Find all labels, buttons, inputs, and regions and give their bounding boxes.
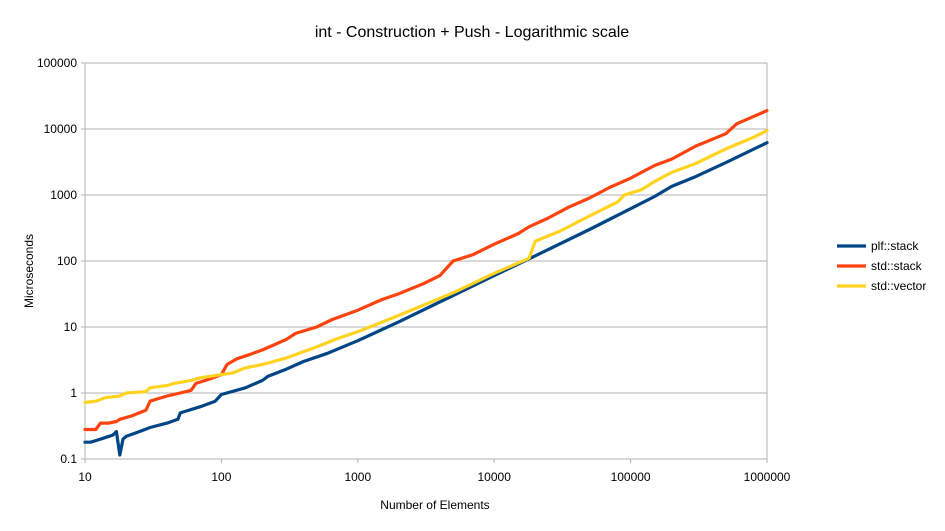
legend-label: plf::stack [871, 239, 919, 253]
y-tick-label: 10000 [44, 122, 78, 136]
x-tick-label: 10 [78, 470, 92, 484]
legend-label: std::stack [871, 259, 923, 273]
chart-title: int - Construction + Push - Logarithmic … [315, 24, 629, 41]
axes [81, 62, 768, 463]
x-tick-label: 10000 [478, 470, 512, 484]
series-lines [83, 109, 769, 457]
y-tick-label: 1000 [50, 188, 77, 202]
x-tick-label: 100000 [611, 470, 651, 484]
y-tick-label: 0.1 [60, 452, 77, 466]
x-tick-label: 1000 [344, 470, 371, 484]
x-axis-title: Number of Elements [380, 498, 489, 512]
legend-label: std::vector [871, 279, 926, 293]
y-tick-label: 100 [57, 254, 77, 268]
grid-lines [85, 62, 767, 460]
series-line-plf-stack [83, 141, 769, 457]
y-axis-title: Microseconds [22, 234, 36, 308]
x-tick-label: 100 [211, 470, 231, 484]
series-line-std-stack [83, 109, 769, 432]
y-tick-labels: 0.1 1 10 100 1000 10000 100000 [37, 56, 77, 466]
x-tick-label: 1000000 [744, 470, 791, 484]
x-tick-labels: 10 100 1000 10000 100000 1000000 [78, 470, 790, 484]
y-tick-label: 10 [64, 320, 78, 334]
y-tick-label: 100000 [37, 56, 77, 70]
y-tick-label: 1 [70, 386, 77, 400]
series-line-std-vector [83, 128, 769, 404]
